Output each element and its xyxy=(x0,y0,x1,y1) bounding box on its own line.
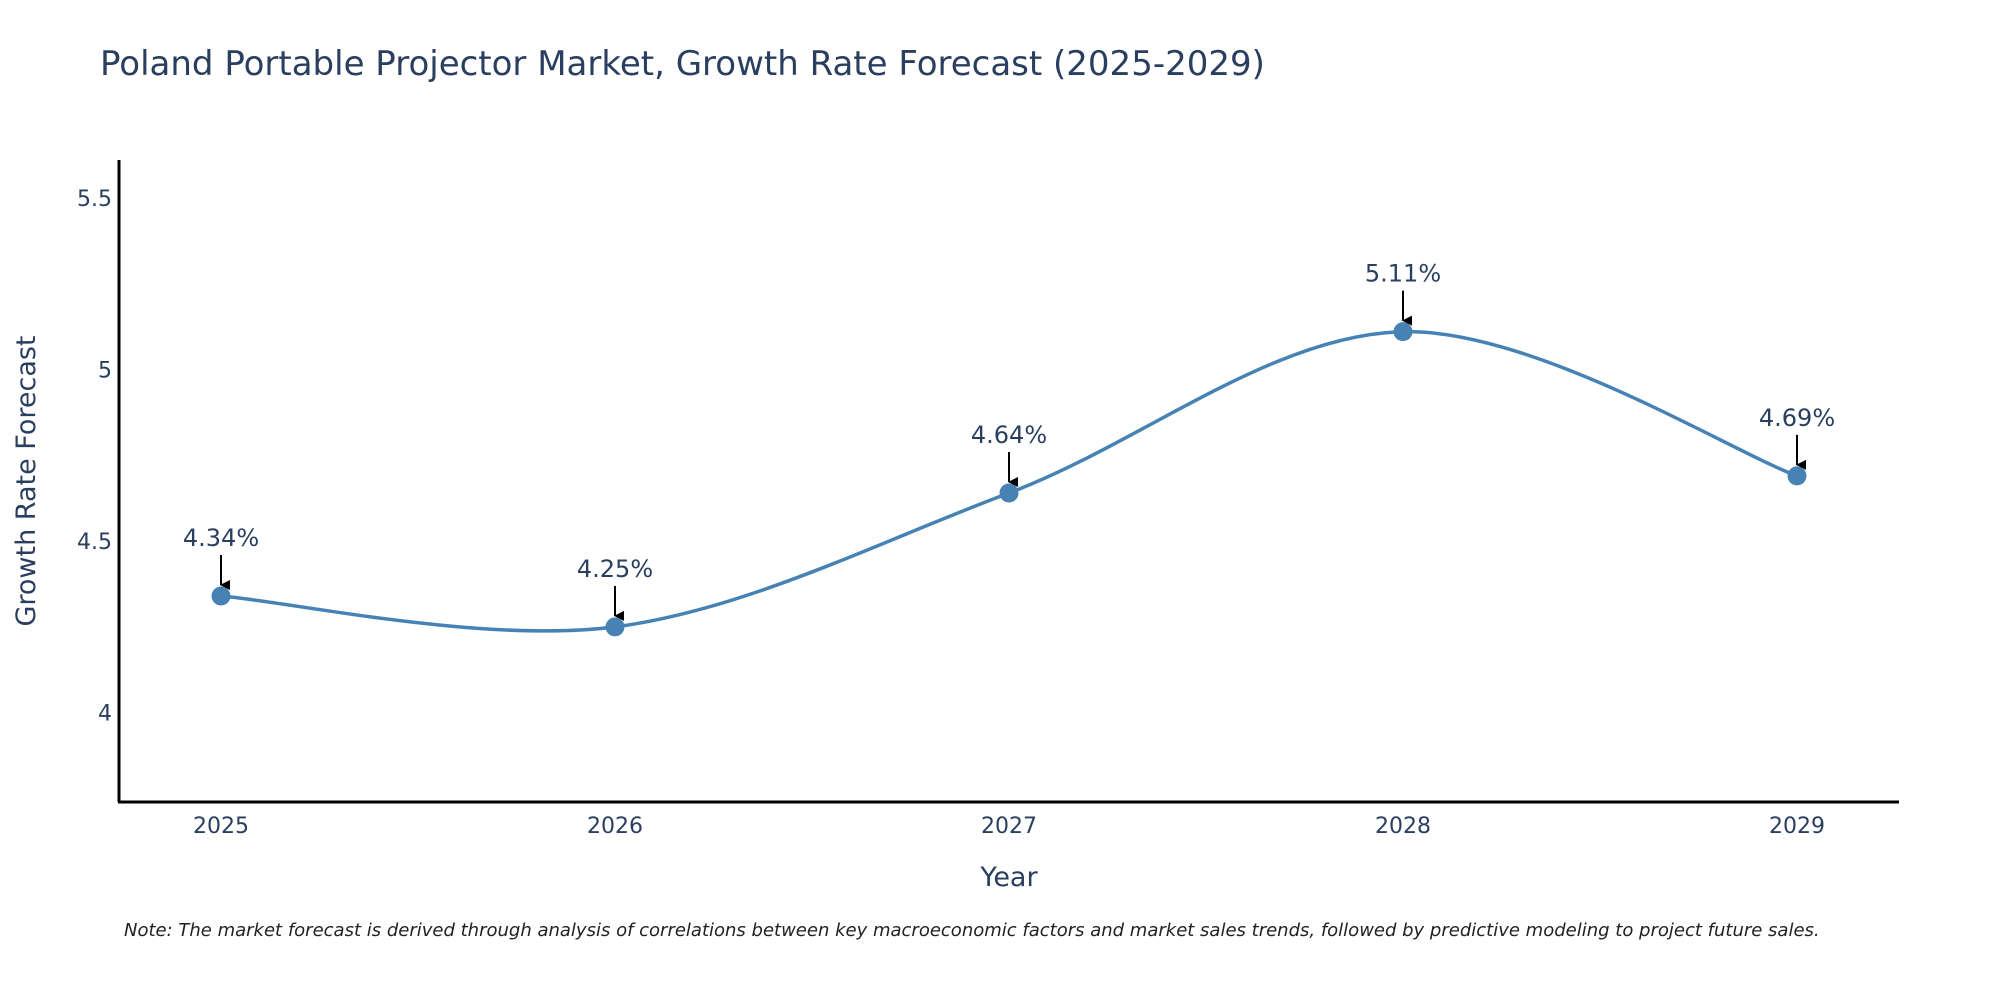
data-label: 4.25% xyxy=(577,555,653,583)
annotations: 4.34% 4.25% 4.64% 5.11% 4.69% xyxy=(183,260,1835,621)
data-point xyxy=(1787,466,1807,486)
axes xyxy=(117,160,1899,804)
y-tick-labels: 4 4.5 5 5.5 xyxy=(77,187,112,727)
y-tick-label: 5 xyxy=(98,358,112,383)
x-tick-label: 2027 xyxy=(981,814,1037,839)
y-tick-label: 4.5 xyxy=(77,530,112,555)
x-tick-labels: 2025 2026 2027 2028 2029 xyxy=(193,814,1825,839)
series xyxy=(211,322,1807,637)
footnote: Note: The market forecast is derived thr… xyxy=(124,920,1820,941)
data-label: 4.69% xyxy=(1759,404,1835,432)
data-point xyxy=(999,483,1019,503)
x-tick-label: 2029 xyxy=(1769,814,1825,839)
data-label: 4.64% xyxy=(971,421,1047,449)
data-label: 5.11% xyxy=(1365,260,1441,288)
data-point xyxy=(605,617,625,637)
x-tick-label: 2028 xyxy=(1375,814,1431,839)
data-point xyxy=(1393,322,1413,342)
x-tick-label: 2025 xyxy=(193,814,249,839)
x-tick-label: 2026 xyxy=(587,814,643,839)
data-label: 4.34% xyxy=(183,524,259,552)
chart-title: Poland Portable Projector Market, Growth… xyxy=(100,44,1265,84)
data-point xyxy=(211,586,231,606)
y-tick-label: 5.5 xyxy=(77,187,112,212)
x-axis-title: Year xyxy=(979,862,1038,893)
y-axis-title: Growth Rate Forecast xyxy=(11,335,42,626)
y-tick-label: 4 xyxy=(98,702,112,727)
